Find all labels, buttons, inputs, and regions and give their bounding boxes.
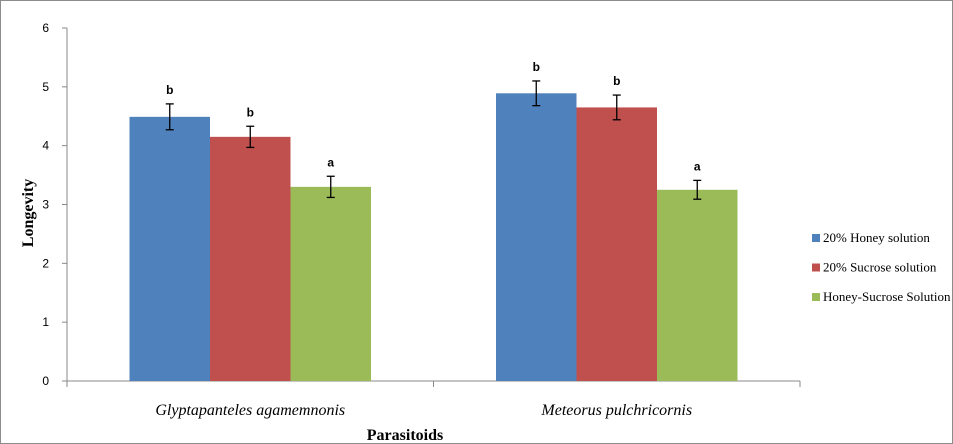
- y-tick-label: 4: [42, 139, 49, 153]
- bar: [496, 93, 577, 382]
- legend-swatch: [812, 293, 820, 301]
- y-tick-label: 3: [42, 198, 49, 212]
- significance-labels: b b a b b a: [166, 60, 701, 173]
- significance-label: a: [327, 155, 334, 169]
- legend: 20% Honey solution 20% Sucrose solution Ho…: [812, 230, 951, 304]
- y-tick-label: 6: [42, 21, 49, 35]
- bar: [129, 116, 210, 382]
- legend-swatch: [812, 234, 820, 242]
- bar: [657, 189, 738, 381]
- significance-label: b: [613, 74, 620, 88]
- x-category-label: Meteorus pulchricornis: [540, 402, 692, 419]
- significance-label: b: [533, 60, 540, 74]
- bar: [210, 136, 291, 381]
- legend-swatch: [812, 263, 820, 272]
- x-category-label: Glyptapanteles agamemnonis: [155, 402, 345, 419]
- x-axis-title: Parasitoids: [367, 427, 443, 444]
- bar: [576, 107, 657, 382]
- significance-label: a: [694, 159, 701, 173]
- legend-label: 20% Sucrose solution: [823, 260, 937, 275]
- bars: [129, 93, 738, 382]
- y-axis-title: Longevity: [20, 179, 37, 247]
- legend-label: 20% Honey solution: [823, 230, 930, 245]
- y-tick-label: 5: [42, 80, 49, 94]
- error-bars: [165, 80, 702, 200]
- y-tick-label: 1: [42, 315, 49, 329]
- y-tick-label: 0: [42, 374, 49, 388]
- significance-label: b: [166, 83, 173, 97]
- y-tick-label: 2: [42, 256, 49, 270]
- significance-label: b: [247, 105, 254, 119]
- bar: [290, 186, 371, 381]
- legend-label: Honey-Sucrose Solution: [823, 289, 951, 304]
